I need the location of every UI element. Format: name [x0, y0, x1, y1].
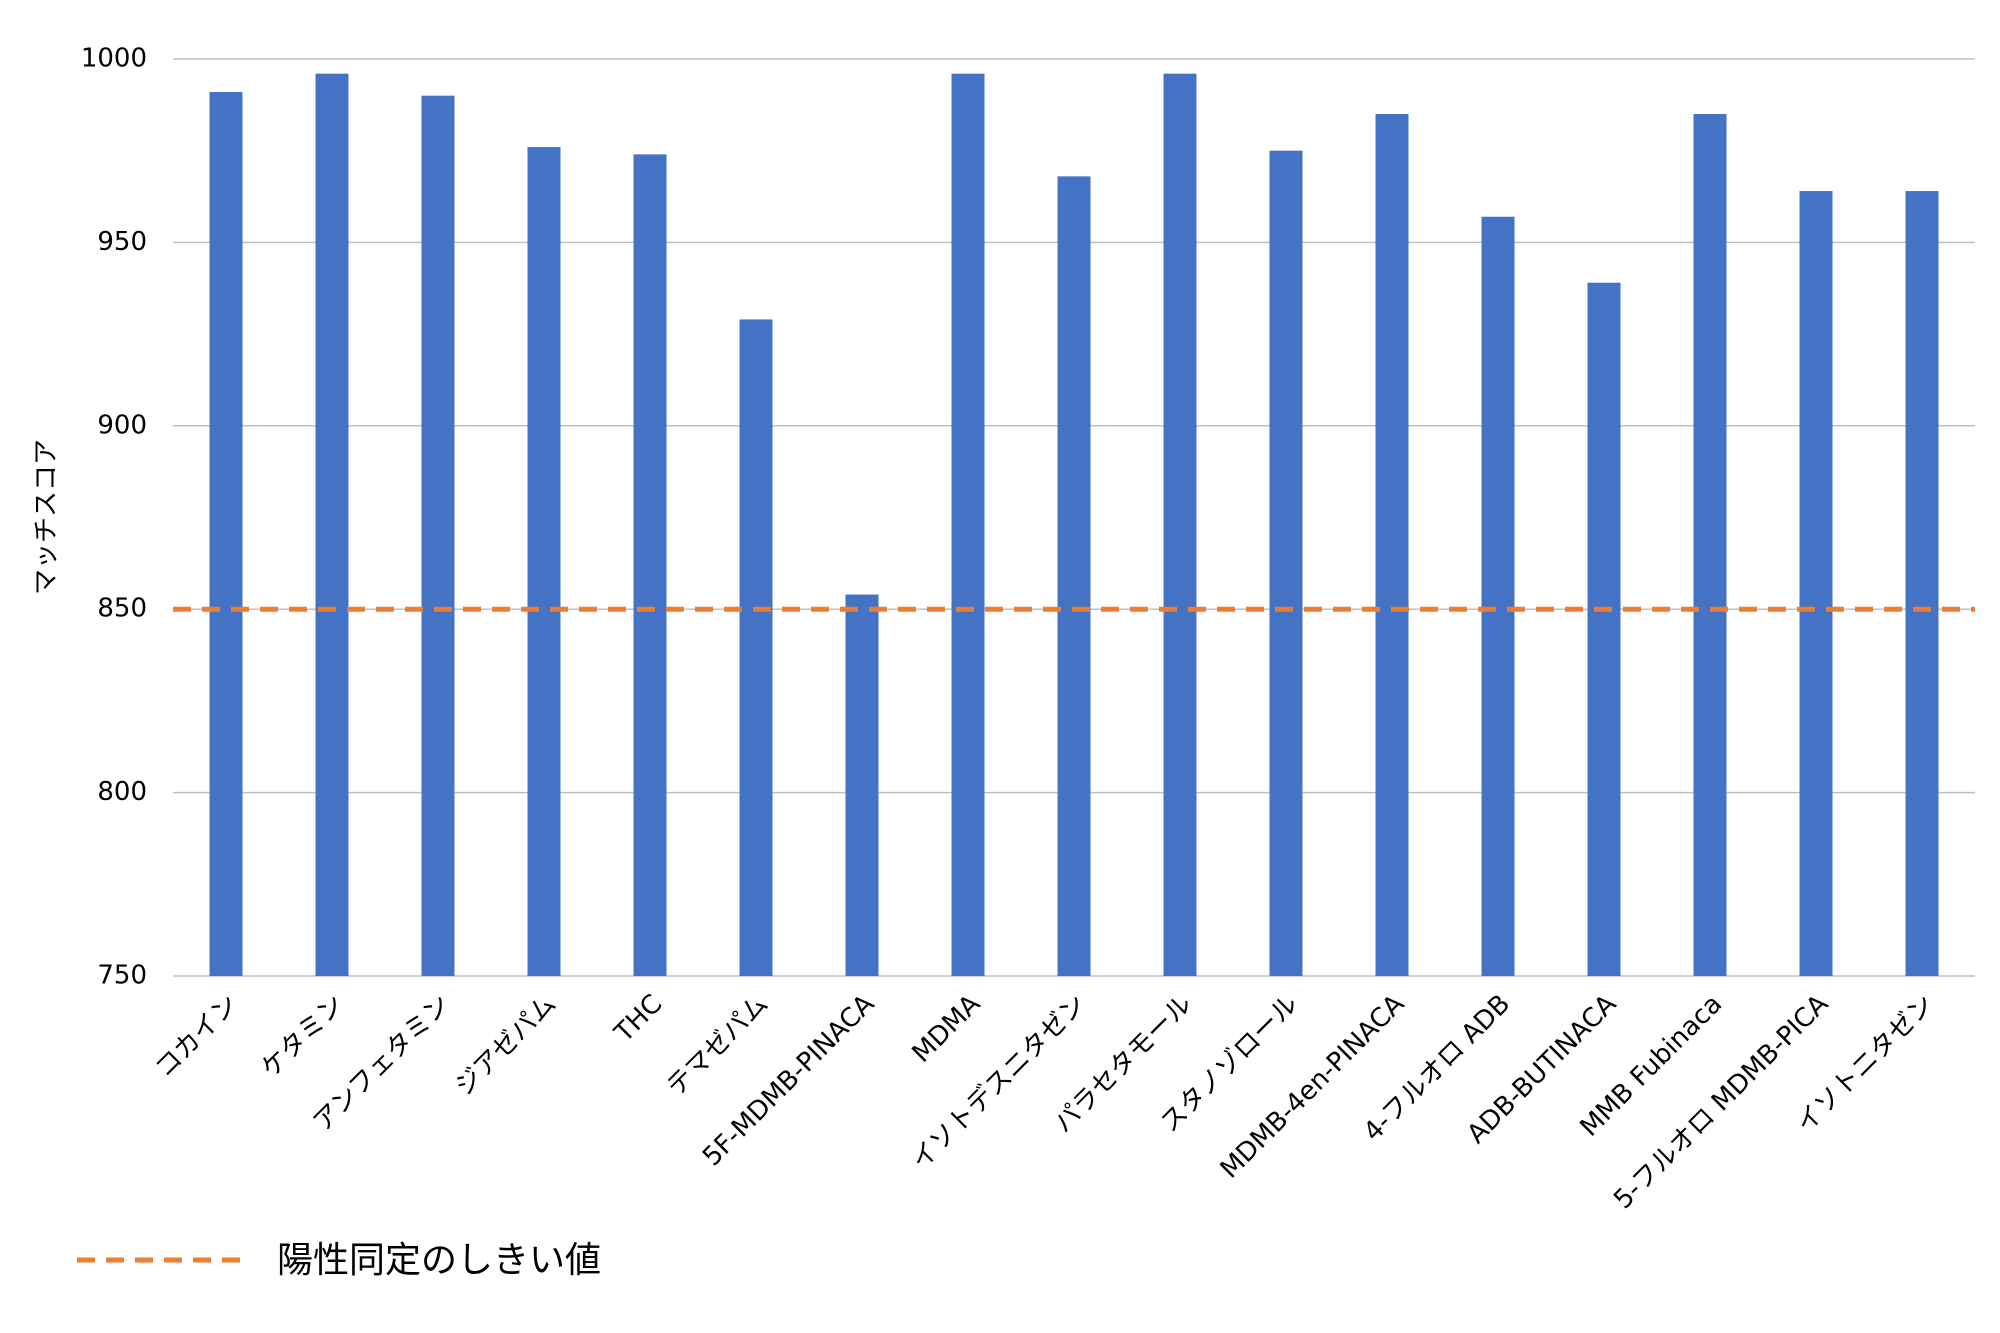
bar [209, 92, 243, 976]
legend-label: 陽性同定のしきい値 [277, 1240, 601, 1281]
y-tick-label: 800 [97, 777, 147, 807]
bar [951, 73, 985, 976]
bar [633, 154, 667, 977]
y-tick-label: 900 [97, 410, 147, 440]
y-tick-label: 750 [97, 961, 147, 991]
bar [739, 319, 773, 977]
bar [1375, 114, 1409, 976]
bar [315, 73, 349, 976]
bar [527, 147, 561, 977]
bar [421, 95, 455, 977]
bar [1693, 114, 1727, 976]
y-axis-title: マッチスコア [32, 439, 62, 595]
y-tick-label: 1000 [81, 44, 147, 74]
bar [1905, 191, 1939, 977]
bar [1163, 73, 1197, 976]
y-tick-label: 950 [97, 227, 147, 257]
bar [1269, 150, 1303, 976]
y-tick-label: 850 [97, 594, 147, 624]
bar [845, 594, 879, 976]
bar [1799, 191, 1833, 977]
bar [1587, 282, 1621, 976]
bar [1481, 216, 1515, 976]
bar [1057, 176, 1091, 977]
